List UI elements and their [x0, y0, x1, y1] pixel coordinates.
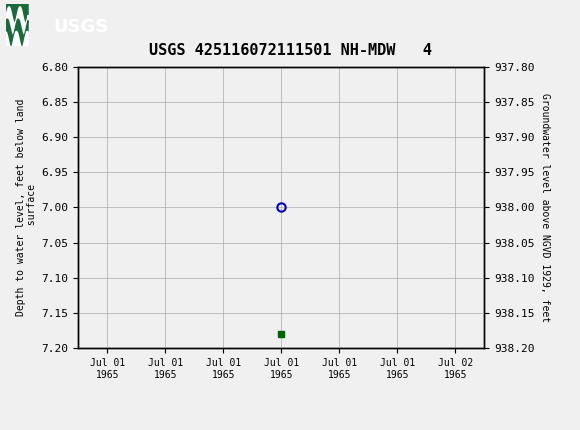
Text: USGS 425116072111501 NH-MDW   4: USGS 425116072111501 NH-MDW 4 [148, 43, 432, 58]
Y-axis label: Depth to water level, feet below land
 surface: Depth to water level, feet below land su… [16, 99, 38, 316]
Bar [6, 4, 28, 45]
Y-axis label: Groundwater level above NGVD 1929, feet: Groundwater level above NGVD 1929, feet [540, 93, 550, 322]
Text: USGS: USGS [53, 18, 108, 36]
